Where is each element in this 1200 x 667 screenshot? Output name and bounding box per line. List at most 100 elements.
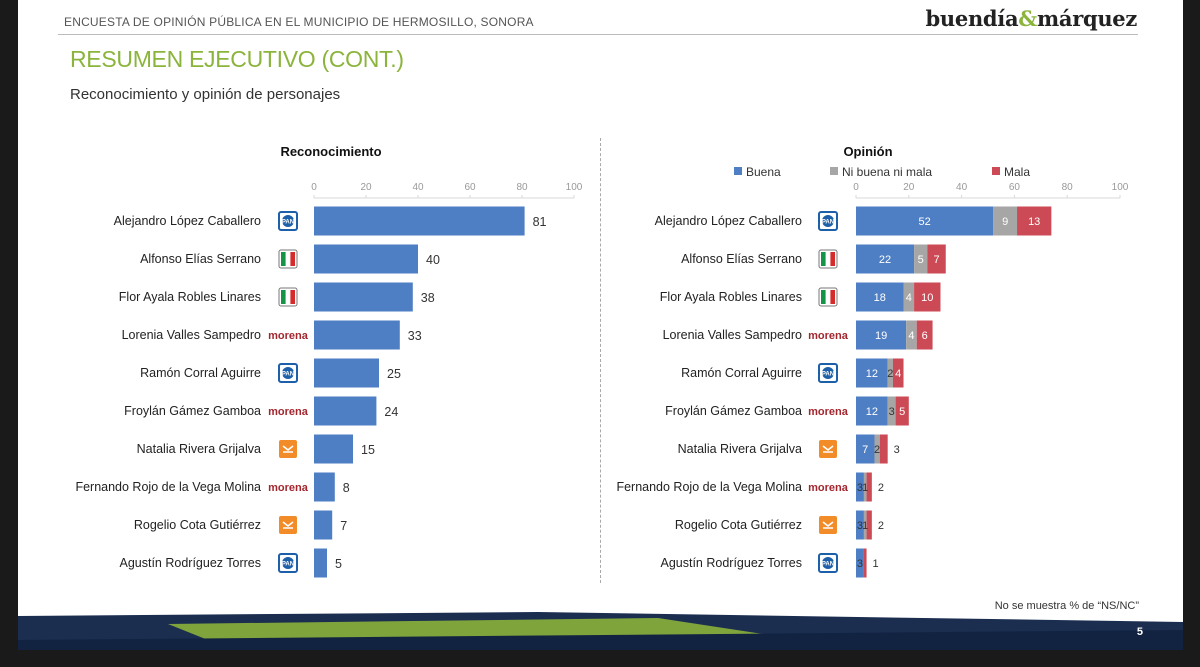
opinion-bar-0	[856, 510, 864, 540]
pan-logo-text-l9: PAN	[282, 562, 294, 568]
pri-logo-red-r2	[830, 290, 835, 304]
opinion-bar-2	[892, 358, 904, 388]
reconocimiento-category-label: Fernando Rojo de la Vega Molina	[75, 480, 261, 494]
opinion-bar-1	[887, 396, 896, 426]
pri-logo-green-r1	[821, 252, 826, 266]
pan-logo-text-r4: PAN	[822, 372, 834, 378]
page-number: 5	[1136, 626, 1143, 638]
opinion-bar-2	[866, 472, 872, 502]
opinion-category-label: Natalia Rivera Grijalva	[678, 442, 802, 456]
reconocimiento-value-label: 81	[533, 215, 547, 229]
pan-logo-circle-r9	[822, 557, 834, 569]
opinion-value-label-2: 7	[933, 254, 939, 266]
reconocimiento-tick-label-0: 0	[311, 182, 317, 193]
opinion-value-label-2: 3	[894, 444, 900, 456]
mc-logo-mark-r8	[822, 521, 834, 529]
opinion-bar-0	[856, 434, 875, 464]
reconocimiento-bar	[314, 548, 327, 578]
opinion-bar-1	[993, 206, 1018, 236]
opinion-category-label: Flor Ayala Robles Linares	[660, 290, 802, 304]
reconocimiento-tick-label-60: 60	[464, 182, 476, 193]
opinion-category-label: Froylán Gámez Gamboa	[665, 404, 802, 418]
morena-logo-icon-l3: morena	[268, 330, 309, 342]
pri-logo-green-r2	[821, 290, 826, 304]
reconocimiento-category-label: Alejandro López Caballero	[114, 214, 261, 228]
opinion-category-label: Alfonso Elías Serrano	[681, 252, 802, 266]
opinion-value-label-2: 10	[921, 292, 933, 304]
legend-label-2: Mala	[1004, 165, 1030, 179]
opinion-bar-0	[856, 548, 864, 578]
reconocimiento-value-label: 38	[421, 291, 435, 305]
opinion-bar-1	[863, 472, 867, 502]
reconocimiento-value-label: 7	[340, 519, 347, 533]
opinion-value-label-1: 2	[887, 368, 893, 380]
reconocimiento-tick-label-40: 40	[412, 182, 424, 193]
opinion-bar-0	[856, 206, 994, 236]
pan-logo-text-r9: PAN	[822, 562, 834, 568]
brand-logo: buendía&márquez	[926, 6, 1138, 31]
opinion-bar-1	[887, 358, 893, 388]
reconocimiento-bar	[314, 320, 400, 350]
opinion-category-label: Rogelio Cota Gutiérrez	[675, 518, 802, 532]
opinion-bar-2	[916, 320, 933, 350]
opinion-value-label-0: 22	[879, 254, 891, 266]
pan-logo-text-l4: PAN	[282, 372, 294, 378]
opinion-value-label-2: 4	[895, 368, 901, 380]
legend-swatch-2	[992, 167, 1000, 175]
opinion-category-label: Fernando Rojo de la Vega Molina	[616, 480, 802, 494]
opinion-tick-label-100: 100	[1112, 182, 1129, 193]
opinion-bar-2	[879, 434, 888, 464]
page-title: RESUMEN EJECUTIVO (CONT.)	[70, 46, 404, 72]
morena-logo-icon-r7: morena	[808, 482, 849, 494]
opinion-bar-1	[906, 320, 917, 350]
pan-logo-text-l0: PAN	[282, 220, 294, 226]
opinion-bar-0	[856, 358, 888, 388]
pri-logo-green-l1	[281, 252, 286, 266]
mc-logo-mark-r6	[822, 445, 834, 453]
opinion-value-label-0: 3	[857, 558, 863, 570]
reconocimiento-category-label: Agustín Rodríguez Torres	[119, 556, 261, 570]
opinion-value-label-0: 7	[862, 444, 868, 456]
morena-logo-icon-l7: morena	[268, 482, 309, 494]
opinion-value-label-1: 5	[918, 254, 924, 266]
reconocimiento-bar	[314, 396, 377, 426]
opinion-value-label-2: 2	[878, 482, 884, 494]
morena-logo-icon-r3: morena	[808, 330, 849, 342]
opinion-value-label-2: 5	[899, 406, 905, 418]
reconocimiento-value-label: 33	[408, 329, 422, 343]
opinion-title: Opinión	[843, 144, 892, 159]
brand-right: márquez	[1036, 6, 1137, 31]
opinion-bar-0	[856, 244, 915, 274]
opinion-value-label-0: 18	[874, 292, 886, 304]
opinion-bar-2	[863, 548, 867, 578]
page-subtitle: Reconocimiento y opinión de personajes	[70, 86, 341, 103]
chart-divider	[600, 138, 601, 583]
reconocimiento-category-label: Lorenia Valles Sampedro	[122, 328, 261, 342]
survey-title: ENCUESTA DE OPINIÓN PÚBLICA EN EL MUNICI…	[64, 15, 534, 29]
reconocimiento-bar	[314, 472, 335, 502]
reconocimiento-category-label: Natalia Rivera Grijalva	[137, 442, 261, 456]
opinion-bar-2	[866, 510, 872, 540]
opinion-bar-2	[895, 396, 909, 426]
opinion-tick-label-0: 0	[853, 182, 859, 193]
opinion-value-label-0: 3	[857, 482, 863, 494]
opinion-value-label-0: 3	[857, 520, 863, 532]
opinion-value-label-1: 9	[1002, 216, 1008, 228]
reconocimiento-bar	[314, 358, 379, 388]
legend-label-1: Ni buena ni mala	[842, 165, 932, 179]
reconocimiento-category-label: Froylán Gámez Gamboa	[124, 404, 261, 418]
pri-logo-red-r1	[830, 252, 835, 266]
opinion-category-label: Lorenia Valles Sampedro	[663, 328, 802, 342]
reconocimiento-value-label: 15	[361, 443, 375, 457]
morena-logo-icon-r5: morena	[808, 406, 849, 418]
opinion-category-label: Agustín Rodríguez Torres	[660, 556, 802, 570]
opinion-value-label-1: 3	[889, 406, 895, 418]
mc-logo-mark-l8	[282, 521, 294, 529]
opinion-value-label-2: 13	[1028, 216, 1040, 228]
opinion-category-label: Alejandro López Caballero	[655, 214, 802, 228]
legend-swatch-1	[830, 167, 838, 175]
opinion-bar-1	[903, 282, 915, 312]
opinion-bar-2	[1017, 206, 1052, 236]
opinion-bar-0	[856, 320, 907, 350]
footer-dark-band	[18, 630, 1183, 650]
